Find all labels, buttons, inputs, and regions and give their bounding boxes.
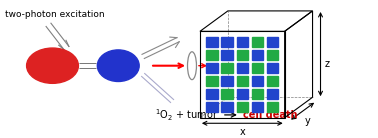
Bar <box>267 76 278 86</box>
Bar <box>252 76 263 86</box>
Bar <box>222 37 233 47</box>
Text: x: x <box>239 127 245 137</box>
Ellipse shape <box>26 48 78 83</box>
Text: cell death: cell death <box>243 110 297 120</box>
Bar <box>206 76 218 86</box>
Bar <box>222 89 233 99</box>
Bar <box>206 63 218 73</box>
Bar <box>222 102 233 112</box>
Bar <box>267 102 278 112</box>
Bar <box>237 76 248 86</box>
Bar <box>237 63 248 73</box>
Bar <box>237 50 248 60</box>
Bar <box>206 50 218 60</box>
Text: z: z <box>324 59 330 69</box>
Bar <box>267 37 278 47</box>
Text: y: y <box>305 116 310 126</box>
Bar <box>237 37 248 47</box>
Bar <box>222 63 233 73</box>
Bar <box>267 50 278 60</box>
Bar <box>252 102 263 112</box>
Bar <box>267 63 278 73</box>
Bar <box>252 63 263 73</box>
Text: $^1$O$_2$ + tumor: $^1$O$_2$ + tumor <box>155 107 218 123</box>
Bar <box>237 89 248 99</box>
Bar <box>222 76 233 86</box>
Bar <box>206 89 218 99</box>
Bar <box>222 50 233 60</box>
Text: two-photon excitation: two-photon excitation <box>5 10 104 19</box>
Bar <box>206 102 218 112</box>
Bar <box>267 89 278 99</box>
Bar <box>252 89 263 99</box>
Bar <box>252 37 263 47</box>
Bar <box>237 102 248 112</box>
Bar <box>206 37 218 47</box>
Ellipse shape <box>98 50 139 81</box>
Bar <box>252 50 263 60</box>
